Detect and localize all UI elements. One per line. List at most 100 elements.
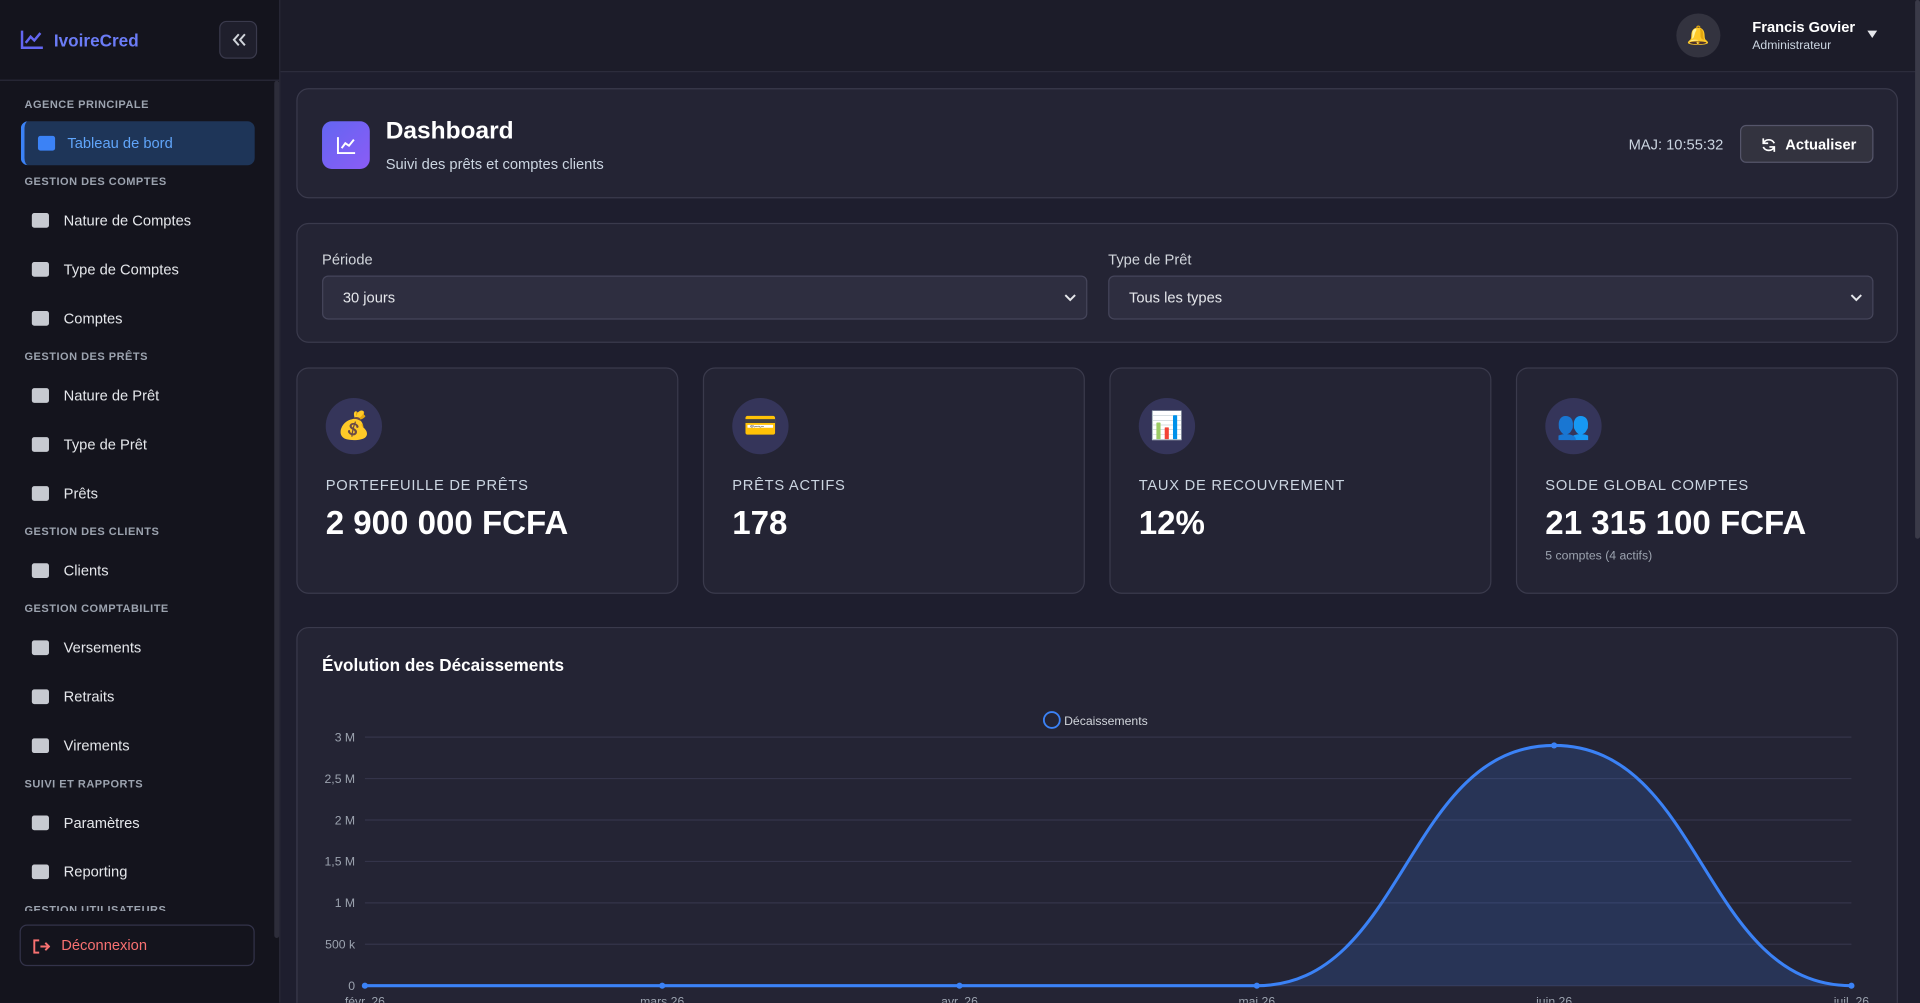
point xyxy=(956,982,963,989)
divider xyxy=(0,79,280,81)
x-tick-label: mai 26 xyxy=(1238,994,1275,1003)
filter-label: Type de Prêt xyxy=(1108,251,1192,269)
section-title: GESTION DES CLIENTS xyxy=(24,525,160,538)
filter-value: Tous les types xyxy=(1128,288,1223,307)
menu-label: Nature de Comptes xyxy=(63,211,192,229)
user-role: Administrateur xyxy=(1752,39,1832,53)
menu-label: Prêts xyxy=(63,484,98,503)
kpi-label: PRÊTS ACTIFS xyxy=(732,476,846,494)
menu-item[interactable]: Clients xyxy=(21,549,255,593)
sidebar: IvoireCred AGENCE PRINCIPALE Tableau de b… xyxy=(0,0,281,1003)
menu-item[interactable]: Virements xyxy=(21,724,255,768)
chart-title: Évolution des Décaissements xyxy=(322,655,565,675)
section-title: GESTION COMPTABILITE xyxy=(24,602,169,615)
menu-icon xyxy=(31,437,49,452)
menu-item[interactable]: Comptes xyxy=(21,296,255,340)
kpi-card: 👥 SOLDE GLOBAL COMPTES 21 315 100 FCFA 5 co… xyxy=(1515,367,1898,594)
legend-marker xyxy=(1042,711,1061,729)
brand-icon xyxy=(20,30,43,49)
menu-icon xyxy=(31,815,49,831)
select-arrow xyxy=(1064,294,1076,302)
kpi-card: 💰 PORTEFEUILLE DE PRÊTS 2 900 000 FCFA xyxy=(296,367,679,594)
filters-card: Période 30 jours Type de Prêt Tous les type… xyxy=(296,222,1898,343)
area xyxy=(364,745,1852,986)
logout-button[interactable]: Déconnexion xyxy=(19,924,255,967)
menu-icon xyxy=(31,262,49,277)
collapse-button[interactable] xyxy=(219,20,258,59)
y-tick-label: 1,5 M xyxy=(324,855,355,869)
point xyxy=(659,982,666,989)
kpi-label: SOLDE GLOBAL COMPTES xyxy=(1545,476,1749,494)
kpi-value: 21 315 100 FCFA xyxy=(1545,504,1807,542)
brand: IvoireCred xyxy=(53,30,139,51)
kpi-note: 5 comptes (4 actifs) xyxy=(1545,549,1653,564)
menu-icon xyxy=(31,388,49,403)
menu-label: Retraits xyxy=(63,688,115,706)
menu-icon xyxy=(31,738,49,754)
menu-label: Comptes xyxy=(63,309,123,327)
kpi-label: PORTEFEUILLE DE PRÊTS xyxy=(325,476,529,494)
menu-icon xyxy=(31,213,49,228)
menu-icon xyxy=(31,689,49,705)
point xyxy=(1848,982,1855,989)
menu-item[interactable]: Nature de Prêt xyxy=(21,373,255,417)
menu-item[interactable]: Paramètres xyxy=(21,801,255,845)
kpi-icon: 📊 xyxy=(1138,397,1196,455)
menu-item[interactable]: Reporting xyxy=(21,850,255,894)
menu-item[interactable]: Type de Comptes xyxy=(21,247,255,291)
header-card: Dashboard Suivi des prêts et comptes cli… xyxy=(296,88,1898,199)
header-icon xyxy=(322,121,370,169)
y-tick-label: 2 M xyxy=(335,813,355,827)
user-menu[interactable] xyxy=(1866,29,1878,39)
y-tick-label: 3 M xyxy=(335,730,355,744)
kpi-card: 📊 TAUX DE RECOUVREMENT 12% xyxy=(1109,367,1492,594)
kpi-label: TAUX DE RECOUVREMENT xyxy=(1138,476,1346,494)
menu-label: Paramètres xyxy=(63,814,140,832)
menu-label: Virements xyxy=(63,737,130,755)
notifications[interactable]: 🔔 xyxy=(1676,13,1721,58)
menu-item[interactable]: Retraits xyxy=(21,675,255,719)
filter-select[interactable]: Tous les types xyxy=(1108,275,1874,320)
topbar: 🔔 Francis Govier Administrateur xyxy=(280,0,1920,539)
menu-icon xyxy=(37,135,56,151)
section-title: AGENCE PRINCIPALE xyxy=(24,97,149,111)
refresh-button[interactable]: Actualiser xyxy=(1740,124,1874,163)
x-tick-label: juin 26 xyxy=(1535,994,1572,1003)
last-update: MAJ: 10:55:32 xyxy=(1628,135,1724,154)
kpi-icon: 👥 xyxy=(1545,397,1602,455)
menu-label: Reporting xyxy=(63,863,128,881)
menu-item[interactable]: Type de Prêt xyxy=(21,422,255,466)
kpi-icon: 💰 xyxy=(325,397,383,455)
kpi-card: 💳 PRÊTS ACTIFS 178 xyxy=(702,367,1085,594)
menu: AGENCE PRINCIPALE Tableau de bord GESTION … xyxy=(0,81,274,911)
filter-label: Période xyxy=(322,251,373,269)
x-tick-label: mars 26 xyxy=(640,994,684,1003)
refresh-label: Actualiser xyxy=(1785,135,1857,153)
menu-label: Versements xyxy=(63,639,142,657)
menu-item[interactable]: Tableau de bord xyxy=(20,121,255,166)
menu-icon xyxy=(31,311,49,326)
menu-item[interactable]: Nature de Comptes xyxy=(21,198,255,242)
legend-label: Décaissements xyxy=(1064,714,1148,728)
logout-label: Déconnexion xyxy=(61,936,148,954)
menu-item[interactable]: Prêts xyxy=(21,471,255,515)
x-tick-label: juil. 26 xyxy=(1833,994,1870,1003)
y-tick-label: 2,5 M xyxy=(324,772,355,786)
menu-icon xyxy=(31,486,49,501)
page-subtitle: Suivi des prêts et comptes clients xyxy=(385,155,604,173)
point xyxy=(1253,982,1260,989)
menu-icon xyxy=(31,864,49,880)
scrollbar xyxy=(274,80,280,938)
filter-select[interactable]: 30 jours xyxy=(322,275,1088,320)
menu-item[interactable]: Versements xyxy=(21,626,255,670)
menu-label: Type de Prêt xyxy=(63,435,147,454)
menu-label: Type de Comptes xyxy=(63,260,179,278)
page-title: Dashboard xyxy=(385,117,514,145)
y-tick-label: 0 xyxy=(348,979,355,993)
kpi-icon: 💳 xyxy=(732,397,789,455)
menu-label: Nature de Prêt xyxy=(63,386,160,405)
user-name: Francis Govier xyxy=(1752,18,1856,36)
